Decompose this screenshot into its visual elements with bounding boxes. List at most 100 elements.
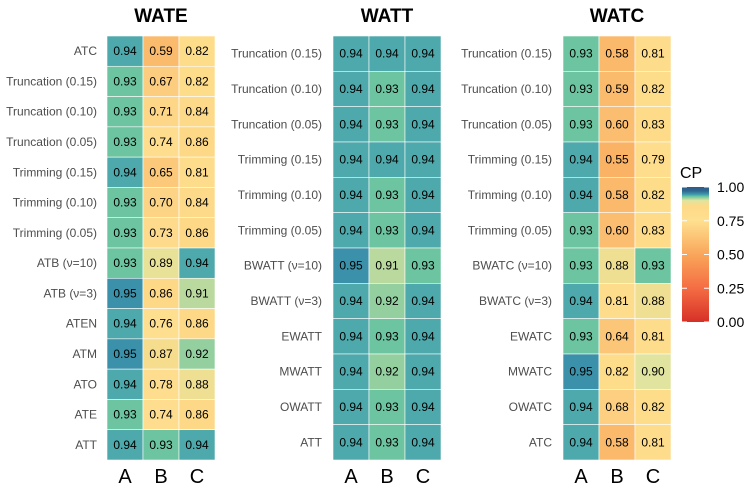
- cell-value: 0.79: [641, 153, 665, 167]
- cell-value: 0.93: [113, 226, 137, 240]
- cell-value: 0.94: [569, 400, 593, 414]
- row-label: Trimming (0.15): [238, 153, 322, 167]
- cell-value: 0.89: [149, 256, 173, 270]
- cell-value: 0.94: [339, 294, 363, 308]
- row-label: Trimming (0.10): [468, 188, 552, 202]
- cell-value: 0.94: [375, 153, 399, 167]
- row-label: ATT: [75, 438, 97, 452]
- column-label: A: [574, 466, 588, 488]
- cell-value: 0.90: [641, 365, 665, 379]
- cell-value: 0.94: [411, 365, 435, 379]
- row-label: Truncation (0.05): [6, 135, 97, 149]
- column-label: C: [416, 466, 430, 488]
- row-label: Trimming (0.05): [468, 223, 552, 237]
- row-label: Truncation (0.15): [231, 47, 322, 61]
- row-label: Trimming (0.10): [238, 188, 322, 202]
- cell-value: 0.94: [339, 435, 363, 449]
- row-label: Trimming (0.10): [13, 196, 97, 210]
- cell-value: 0.93: [569, 223, 593, 237]
- cell-value: 0.94: [339, 153, 363, 167]
- cell-value: 0.94: [569, 435, 593, 449]
- cell-value: 0.93: [375, 117, 399, 131]
- cell-value: 0.65: [149, 165, 173, 179]
- cell-value: 0.68: [605, 400, 629, 414]
- cell-value: 0.93: [375, 188, 399, 202]
- cell-value: 0.70: [149, 196, 173, 210]
- column-label: A: [344, 466, 358, 488]
- cell-value: 0.95: [339, 259, 363, 273]
- row-label: Truncation (0.10): [6, 105, 97, 119]
- row-label: Truncation (0.10): [231, 82, 322, 96]
- cell-value: 0.59: [605, 82, 629, 96]
- legend-tick-label: 0.00: [717, 314, 744, 330]
- cell-value: 0.94: [339, 82, 363, 96]
- row-label: Truncation (0.15): [6, 74, 97, 88]
- cell-value: 0.84: [185, 196, 209, 210]
- cell-value: 0.94: [113, 317, 137, 331]
- cell-value: 0.71: [149, 105, 173, 119]
- cell-value: 0.93: [113, 74, 137, 88]
- cell-value: 0.74: [149, 135, 173, 149]
- row-label: BWATT (ν=3): [251, 294, 322, 308]
- cell-value: 0.88: [641, 294, 665, 308]
- cell-value: 0.94: [113, 44, 137, 58]
- cell-value: 0.82: [605, 365, 629, 379]
- row-label: ATT: [300, 435, 322, 449]
- cell-value: 0.82: [185, 44, 209, 58]
- row-label: Truncation (0.15): [461, 47, 552, 61]
- row-label: Trimming (0.05): [13, 226, 97, 240]
- cell-value: 0.94: [411, 188, 435, 202]
- row-label: ATE: [75, 408, 97, 422]
- cell-value: 0.93: [569, 117, 593, 131]
- cell-value: 0.93: [113, 196, 137, 210]
- cell-value: 0.92: [185, 347, 209, 361]
- cell-value: 0.93: [375, 329, 399, 343]
- row-label: ATO: [73, 377, 97, 391]
- row-label: Trimming (0.05): [238, 223, 322, 237]
- cell-value: 0.59: [149, 44, 173, 58]
- cell-value: 0.93: [113, 256, 137, 270]
- cell-value: 0.76: [149, 317, 173, 331]
- row-label: BWATT (ν=10): [244, 259, 322, 273]
- cell-value: 0.94: [411, 329, 435, 343]
- row-label: ATC: [74, 44, 97, 58]
- cell-value: 0.88: [185, 377, 209, 391]
- legend-title: CP: [680, 165, 702, 182]
- cell-value: 0.93: [375, 400, 399, 414]
- column-label: B: [380, 466, 393, 488]
- cell-value: 0.93: [569, 47, 593, 61]
- cell-value: 0.82: [641, 82, 665, 96]
- column-label: C: [646, 466, 660, 488]
- cell-value: 0.82: [641, 188, 665, 202]
- cell-value: 0.94: [185, 256, 209, 270]
- panel-title: WATT: [361, 6, 414, 27]
- cell-value: 0.94: [411, 294, 435, 308]
- cell-value: 0.92: [375, 294, 399, 308]
- cell-value: 0.93: [411, 259, 435, 273]
- cell-value: 0.58: [605, 188, 629, 202]
- cell-value: 0.81: [605, 294, 629, 308]
- cell-value: 0.94: [339, 188, 363, 202]
- cell-value: 0.58: [605, 435, 629, 449]
- legend-tick-label: 0.25: [717, 280, 744, 296]
- cell-value: 0.91: [375, 259, 399, 273]
- cell-value: 0.78: [149, 377, 173, 391]
- cell-value: 0.67: [149, 74, 173, 88]
- cell-value: 0.93: [569, 259, 593, 273]
- row-label: ATC: [529, 435, 552, 449]
- cell-value: 0.95: [113, 286, 137, 300]
- row-label: EWATC: [510, 329, 552, 343]
- row-label: Trimming (0.15): [468, 153, 552, 167]
- row-label: Truncation (0.05): [461, 117, 552, 131]
- cell-value: 0.94: [185, 438, 209, 452]
- cell-value: 0.91: [185, 286, 209, 300]
- cell-value: 0.94: [113, 377, 137, 391]
- cell-value: 0.94: [411, 82, 435, 96]
- cell-value: 0.83: [641, 117, 665, 131]
- cell-value: 0.95: [569, 365, 593, 379]
- cell-value: 0.60: [605, 117, 629, 131]
- row-label: OWATC: [509, 400, 553, 414]
- row-label: ATB (ν=3): [44, 286, 97, 300]
- row-label: BWATC (ν=10): [472, 259, 552, 273]
- cell-value: 0.60: [605, 223, 629, 237]
